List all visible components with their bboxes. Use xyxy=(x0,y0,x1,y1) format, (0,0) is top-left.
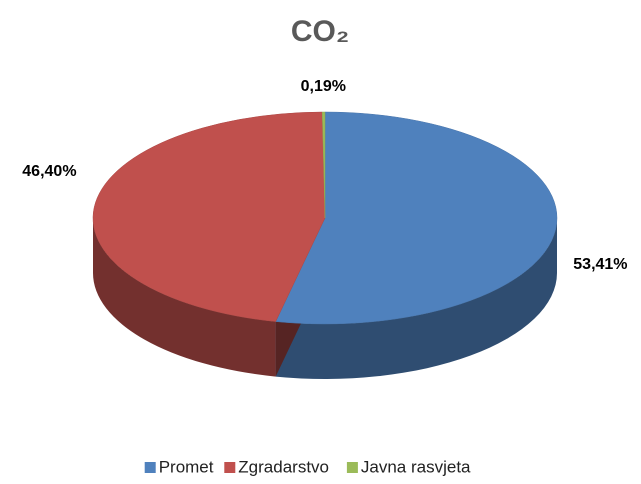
data-label: 46,40% xyxy=(22,163,76,180)
legend-label: Zgradarstvo xyxy=(238,457,329,476)
pie-slice xyxy=(275,111,558,325)
pie-slice xyxy=(92,111,326,322)
legend-swatch xyxy=(346,462,358,473)
pie-slice xyxy=(321,111,326,219)
legend-swatch xyxy=(144,462,156,473)
chart-title: CO₂ xyxy=(291,15,349,48)
data-label: 0,19% xyxy=(301,78,346,95)
data-label: 53,41% xyxy=(573,256,627,273)
pie-tops xyxy=(92,111,558,325)
legend-label: Javna rasvjeta xyxy=(361,457,471,476)
pie-side xyxy=(93,218,276,377)
pie-side xyxy=(275,218,557,379)
legend-swatch xyxy=(224,462,236,473)
legend-label: Promet xyxy=(159,457,214,476)
